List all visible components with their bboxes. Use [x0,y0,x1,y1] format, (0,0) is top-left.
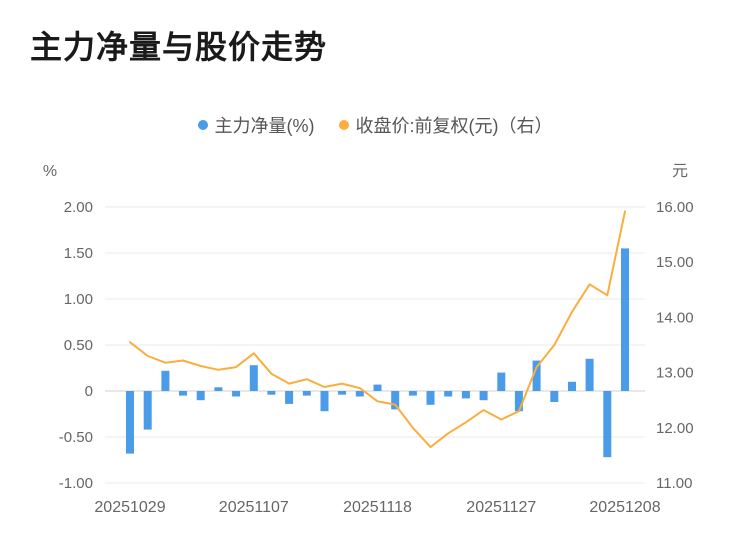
svg-text:1.00: 1.00 [64,291,93,308]
gridlines [105,206,645,484]
svg-text:11.00: 11.00 [656,475,692,492]
chart-title: 主力净量与股价走势 [30,29,328,65]
svg-text:0: 0 [85,383,93,400]
legend-item-main-net-volume[interactable]: 主力净量(%) [197,112,315,138]
svg-text:-0.50: -0.50 [59,429,93,446]
legend-dot-bar-icon [197,120,208,130]
left-axis-unit: % [43,163,57,180]
x-axis-labels: 20251029 20251107 20251118 20251127 20251208 [94,499,660,516]
svg-text:20251208: 20251208 [589,499,660,516]
price-line [129,210,626,449]
legend-dot-line-icon [338,120,349,130]
svg-text:20251118: 20251118 [343,499,412,516]
svg-text:14.00: 14.00 [656,309,694,326]
legend-label-main-net-volume: 主力净量(%) [214,116,315,136]
svg-text:20251127: 20251127 [466,499,536,516]
svg-text:13.00: 13.00 [656,365,694,382]
legend: 主力净量(%) 收盘价:前复权(元)（右） [0,112,750,138]
svg-text:0.50: 0.50 [64,337,93,354]
right-axis-unit: 元 [672,163,688,180]
svg-text:15.00: 15.00 [656,254,694,271]
left-axis-labels: 2.00 1.50 1.00 0.50 0 -0.50 -1.00 [59,199,93,492]
svg-text:12.00: 12.00 [656,420,694,437]
legend-item-close-price[interactable]: 收盘价:前复权(元)（右） [338,112,553,138]
svg-text:1.50: 1.50 [64,245,93,262]
svg-text:20251029: 20251029 [94,499,165,516]
svg-text:16.00: 16.00 [656,199,694,216]
right-axis-labels: 16.00 15.00 14.00 13.00 12.00 11.00 [656,199,694,492]
svg-text:20251107: 20251107 [219,499,289,516]
svg-text:-1.00: -1.00 [59,475,93,492]
legend-label-close-price: 收盘价:前复权(元)（右） [355,116,553,136]
bar-series-main-net-volume [126,248,629,458]
svg-text:2.00: 2.00 [64,199,93,216]
